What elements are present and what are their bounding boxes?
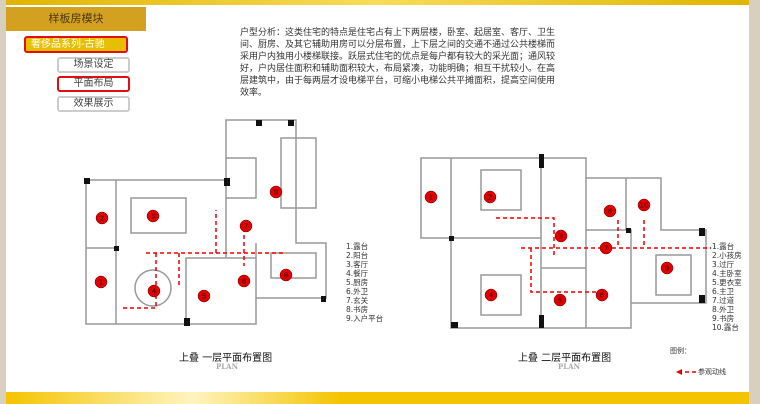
legend-item: 9.入户平台	[346, 314, 384, 323]
legend-item: 3.客厅	[346, 260, 369, 269]
legend-item: 8.书房	[346, 305, 369, 314]
legend-item: 7.玄关	[346, 296, 369, 305]
room-marker-2: 2	[95, 211, 109, 225]
svg-text:1: 1	[429, 194, 433, 202]
layout-analysis-text: 户型分析：这类住宅的特点是住宅占有上下两层楼，卧室、起居室、客厅、卫生间、厨房、…	[240, 28, 556, 98]
top-gold-bar	[6, 0, 749, 5]
legend-item: 5.厨房	[346, 278, 369, 287]
svg-text:2: 2	[100, 215, 104, 223]
svg-text:8: 8	[608, 208, 612, 216]
legend-item: 1.露台	[712, 242, 735, 251]
key-route-label: 参观动线	[698, 368, 726, 376]
route-arrow-icon	[676, 369, 698, 375]
room-marker-7: 7	[239, 219, 253, 233]
room-marker-7: 7	[599, 241, 613, 255]
room-marker-9: 9	[269, 185, 283, 199]
svg-text:2: 2	[488, 194, 492, 202]
svg-text:4: 4	[152, 288, 157, 296]
room-marker-2: 2	[483, 190, 497, 204]
legend-item: 8.外卫	[712, 305, 735, 314]
svg-text:7: 7	[604, 245, 608, 253]
legend-item: 6.外卫	[346, 287, 369, 296]
plan1-subtitle: PLAN	[216, 362, 239, 371]
plan2-title: 上叠 二层平面布置图	[518, 353, 612, 364]
svg-text:4: 4	[489, 292, 494, 300]
room-marker-8: 8	[603, 204, 617, 218]
room-marker-10: 10	[637, 198, 651, 212]
legend-item: 4.主卧室	[712, 269, 742, 278]
room-marker-5: 5	[197, 289, 211, 303]
legend-item: 9.书房	[712, 314, 735, 323]
plan2-subtitle: PLAN	[558, 362, 581, 371]
key-title: 图例：	[670, 347, 691, 355]
plan1-title: 上叠 一层平面布置图	[179, 353, 273, 364]
legend-item: 4.餐厅	[346, 269, 369, 278]
nav-floor-layout[interactable]: 平面布局	[57, 76, 130, 92]
legend-item: 5.更衣室	[712, 278, 742, 287]
svg-text:3: 3	[559, 233, 563, 241]
series-button[interactable]: 奢侈品系列-古驰	[24, 36, 128, 53]
module-title: 样板房模块	[6, 7, 146, 31]
room-marker-6: 6	[237, 274, 251, 288]
room-marker-6: 6	[595, 288, 609, 302]
room-marker-1: 1	[94, 275, 108, 289]
svg-text:8: 8	[284, 272, 288, 280]
floor-plan-1: 1 2 3 4 5 6 7 8 9	[84, 119, 327, 326]
plan2-legend: 1.露台 2.小孩房 3.过厅 4.主卧室 5.更衣室 6.主卫 7.过道 8.外卫 9.书房 1…	[712, 242, 742, 332]
nav-scene-settings[interactable]: 场景设定	[57, 57, 130, 73]
svg-text:7: 7	[244, 223, 248, 231]
room-marker-1: 1	[424, 190, 438, 204]
room-marker-4: 4	[484, 288, 498, 302]
svg-text:9: 9	[274, 189, 278, 197]
svg-text:6: 6	[600, 292, 605, 300]
room-marker-3: 3	[146, 209, 160, 223]
plan1-legend: 1.露台 2.阳台 3.客厅 4.餐厅 5.厨房 6.外卫 7.玄关 8.书房 9.入户平台	[346, 242, 383, 323]
room-marker-3: 3	[554, 229, 568, 243]
legend-item: 2.阳台	[346, 251, 369, 260]
legend-item: 7.过道	[712, 296, 735, 305]
page: 样板房模块 奢侈品系列-古驰 场景设定 平面布局 效果展示 户型分析：这类住宅的…	[6, 0, 749, 404]
room-marker-8: 8	[279, 268, 293, 282]
svg-text:6: 6	[242, 278, 247, 286]
svg-text:1: 1	[99, 279, 103, 287]
room-marker-9: 9	[660, 261, 674, 275]
room-marker-4: 4	[147, 284, 161, 298]
svg-text:5: 5	[558, 297, 562, 305]
svg-text:10: 10	[640, 202, 649, 210]
svg-text:3: 3	[151, 213, 155, 221]
legend-item: 3.过厅	[712, 260, 735, 269]
legend-item: 6.主卫	[712, 287, 735, 296]
legend-item: 2.小孩房	[712, 251, 742, 260]
legend-item: 1.露台	[346, 242, 369, 251]
room-marker-5: 5	[553, 293, 567, 307]
svg-text:9: 9	[665, 265, 669, 273]
svg-text:5: 5	[202, 293, 206, 301]
bottom-gold-bar	[6, 392, 749, 404]
floor-plan-2: 1 2 3 4 5 6 7 8 9 10	[420, 154, 711, 329]
legend-item: 10.露台	[712, 323, 739, 332]
nav-renderings[interactable]: 效果展示	[57, 96, 130, 112]
